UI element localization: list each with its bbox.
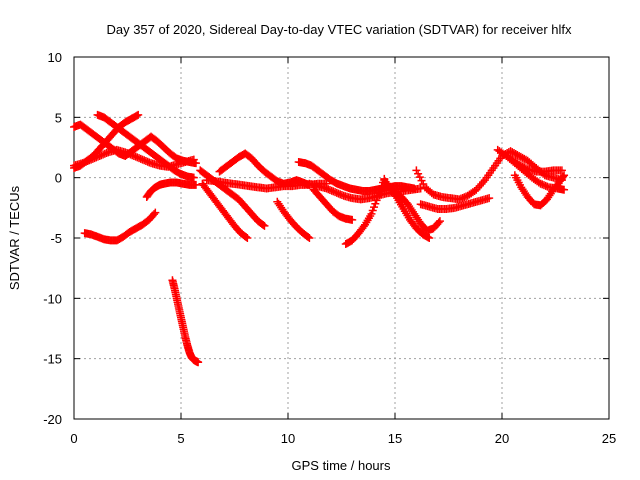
- y-tick-label: 5: [55, 110, 62, 125]
- chart-title: Day 357 of 2020, Sidereal Day-to-day VTE…: [106, 22, 572, 37]
- y-tick-label: -15: [43, 352, 62, 367]
- data-point: [194, 358, 203, 367]
- data-point: [373, 192, 382, 201]
- data-point: [348, 215, 357, 224]
- axis-ticks: 0 5 10 15 20 25 10 5 0 -5 -10 -15 -20: [43, 50, 616, 446]
- data-point: [560, 171, 569, 180]
- series-s5: [80, 208, 160, 245]
- data-point: [434, 218, 443, 227]
- y-tick-label: -5: [50, 231, 62, 246]
- series-s22: [510, 171, 569, 210]
- series-s15: [309, 185, 357, 224]
- data-point: [242, 233, 251, 242]
- x-tick-label: 20: [495, 431, 509, 446]
- data-point: [521, 164, 530, 173]
- data-point: [560, 185, 569, 194]
- data-point: [435, 217, 444, 226]
- data-point: [425, 234, 434, 242]
- series-s4: [93, 110, 198, 182]
- data-point: [259, 220, 268, 229]
- data-point: [376, 185, 385, 194]
- data-point: [559, 172, 568, 181]
- series-s8: [198, 179, 252, 242]
- data-point: [305, 234, 314, 242]
- data-point: [191, 180, 200, 189]
- y-tick-label: 0: [55, 171, 62, 186]
- data-point: [150, 210, 159, 219]
- y-tick-label: 10: [48, 50, 62, 65]
- x-tick-label: 0: [70, 431, 77, 446]
- data-point: [189, 173, 198, 182]
- data-point: [134, 110, 143, 119]
- chart-grid: [74, 57, 609, 419]
- y-tick-label: -20: [43, 412, 62, 427]
- data-point: [304, 233, 313, 242]
- series-s17: [380, 176, 434, 242]
- y-axis-label: SDTVAR / TECUs: [7, 185, 22, 290]
- series-s7: [168, 276, 203, 367]
- data-point: [557, 166, 566, 175]
- x-axis-label: GPS time / hours: [292, 458, 391, 473]
- series-s3: [70, 145, 198, 171]
- series-s12: [273, 197, 314, 242]
- x-tick-label: 25: [602, 431, 616, 446]
- series-s18: [391, 188, 444, 235]
- data-point: [243, 234, 252, 242]
- data-point: [189, 155, 198, 164]
- data-point: [377, 182, 386, 191]
- series-s20: [416, 194, 494, 214]
- data-point: [375, 189, 384, 198]
- data-points: [70, 110, 569, 367]
- series-s9: [196, 166, 269, 230]
- x-tick-label: 15: [388, 431, 402, 446]
- series-s23: [506, 154, 566, 176]
- data-point: [151, 208, 160, 217]
- series-s19: [412, 147, 566, 204]
- x-tick-label: 10: [281, 431, 295, 446]
- data-point: [485, 194, 494, 203]
- series-s14: [305, 179, 425, 204]
- x-tick-label: 5: [177, 431, 184, 446]
- y-tick-label: -10: [43, 291, 62, 306]
- series-s6: [142, 178, 200, 201]
- data-point: [260, 221, 269, 230]
